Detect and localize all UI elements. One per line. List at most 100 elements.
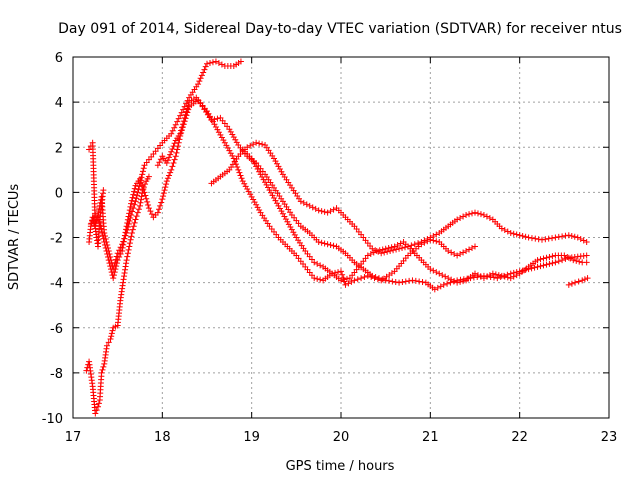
data-point-track-6 — [124, 253, 131, 260]
data-point-track-5 — [314, 260, 321, 267]
data-point-track-2 — [99, 232, 106, 239]
data-point-track-6 — [139, 187, 146, 194]
y-tick-label: 0 — [55, 186, 63, 201]
data-point-track-3 — [170, 143, 177, 150]
data-point-track-3 — [546, 260, 553, 267]
data-point-track-4 — [393, 246, 400, 253]
data-point-track-6 — [95, 400, 102, 407]
data-point-track-2 — [117, 251, 124, 258]
data-point-track-3 — [157, 156, 164, 163]
x-tick-label: 21 — [422, 430, 439, 445]
data-point-track-4 — [390, 247, 397, 254]
data-point-track-3 — [555, 258, 562, 265]
data-point-track-2 — [160, 190, 167, 197]
data-point-track-5 — [439, 272, 446, 279]
data-point-track-5 — [498, 272, 505, 279]
data-point-track-2 — [335, 269, 342, 276]
data-point-track-2 — [113, 263, 120, 270]
data-point-track-3 — [392, 279, 399, 286]
data-point-track-2 — [137, 175, 143, 182]
data-point-track-6 — [122, 266, 129, 273]
data-point-track-8 — [568, 280, 575, 287]
data-point-track-2 — [110, 275, 117, 282]
data-point-track-2 — [234, 163, 241, 170]
data-point-track-1 — [139, 168, 146, 175]
data-point-track-1 — [195, 81, 202, 88]
data-point-track-5 — [250, 158, 257, 165]
data-point-track-4 — [565, 232, 572, 239]
data-point-track-5 — [291, 231, 298, 238]
x-tick-label: 23 — [601, 430, 618, 445]
data-point-track-5 — [263, 181, 270, 188]
data-point-track-1 — [136, 183, 143, 190]
data-point-track-6 — [124, 250, 131, 257]
data-point-track-6 — [126, 243, 133, 250]
data-point-track-6 — [99, 366, 106, 373]
data-point-track-2 — [144, 198, 151, 205]
data-point-track-2 — [125, 213, 132, 220]
data-point-track-5 — [285, 221, 292, 228]
data-point-track-6 — [128, 229, 135, 236]
data-point-track-5 — [451, 278, 458, 285]
data-point-track-3 — [534, 263, 541, 270]
data-point-track-4 — [327, 208, 334, 215]
data-point-track-3 — [193, 94, 200, 101]
data-point-track-5 — [457, 278, 464, 285]
data-point-track-3 — [549, 260, 556, 267]
data-point-track-5 — [510, 273, 517, 280]
y-tick-label: -2 — [50, 232, 63, 247]
data-point-track-6 — [93, 407, 100, 414]
data-point-track-2 — [167, 169, 174, 176]
data-point-track-4 — [306, 202, 313, 209]
data-point-track-4 — [519, 232, 526, 239]
data-point-track-6 — [133, 213, 140, 220]
data-point-track-2 — [110, 272, 117, 279]
data-point-track-3 — [409, 277, 416, 284]
data-point-track-3 — [559, 257, 566, 264]
data-point-track-2 — [173, 149, 180, 156]
y-tick-label: 4 — [55, 96, 63, 111]
data-point-track-3 — [182, 111, 189, 118]
chart-title: Day 091 of 2014, Sidereal Day-to-day VTE… — [58, 21, 622, 37]
data-point-track-2 — [472, 243, 478, 250]
data-point-track-2 — [253, 201, 260, 208]
data-point-track-1 — [196, 78, 203, 85]
data-point-track-8 — [575, 278, 582, 285]
data-point-track-2 — [238, 175, 245, 182]
data-point-track-1 — [172, 121, 179, 128]
data-point-track-4 — [321, 208, 328, 215]
data-point-track-6 — [108, 330, 115, 337]
data-point-track-3 — [181, 114, 188, 121]
data-point-track-3 — [166, 154, 173, 161]
data-point-track-5 — [251, 160, 258, 167]
data-point-track-2 — [120, 238, 127, 245]
data-point-track-4 — [542, 236, 549, 243]
data-point-track-2 — [127, 203, 134, 210]
data-point-track-5 — [260, 176, 267, 183]
data-point-track-6 — [121, 273, 128, 280]
data-point-track-4 — [516, 232, 523, 239]
data-point-track-4 — [466, 211, 473, 218]
data-point-track-2 — [145, 202, 152, 209]
data-point-track-6 — [122, 263, 129, 270]
data-point-track-1 — [200, 69, 207, 76]
data-point-track-2 — [317, 276, 324, 283]
data-point-track-3 — [197, 100, 204, 107]
data-point-track-5 — [278, 208, 285, 215]
data-point-track-4 — [411, 241, 418, 248]
data-point-track-6 — [140, 184, 147, 191]
data-point-track-2 — [128, 197, 135, 204]
data-point-track-8 — [572, 279, 579, 286]
data-marks — [83, 58, 591, 417]
data-point-track-4 — [408, 242, 415, 249]
data-point-track-2 — [116, 254, 123, 261]
data-point-track-4 — [433, 231, 440, 238]
data-point-track-5 — [501, 273, 508, 280]
data-point-track-2 — [147, 208, 154, 215]
data-point-track-4 — [384, 248, 391, 255]
data-point-track-8 — [584, 275, 591, 282]
data-point-track-4 — [483, 213, 490, 220]
data-point-track-2 — [169, 163, 176, 170]
data-point-track-4 — [486, 214, 493, 221]
data-point-track-4 — [300, 199, 307, 206]
